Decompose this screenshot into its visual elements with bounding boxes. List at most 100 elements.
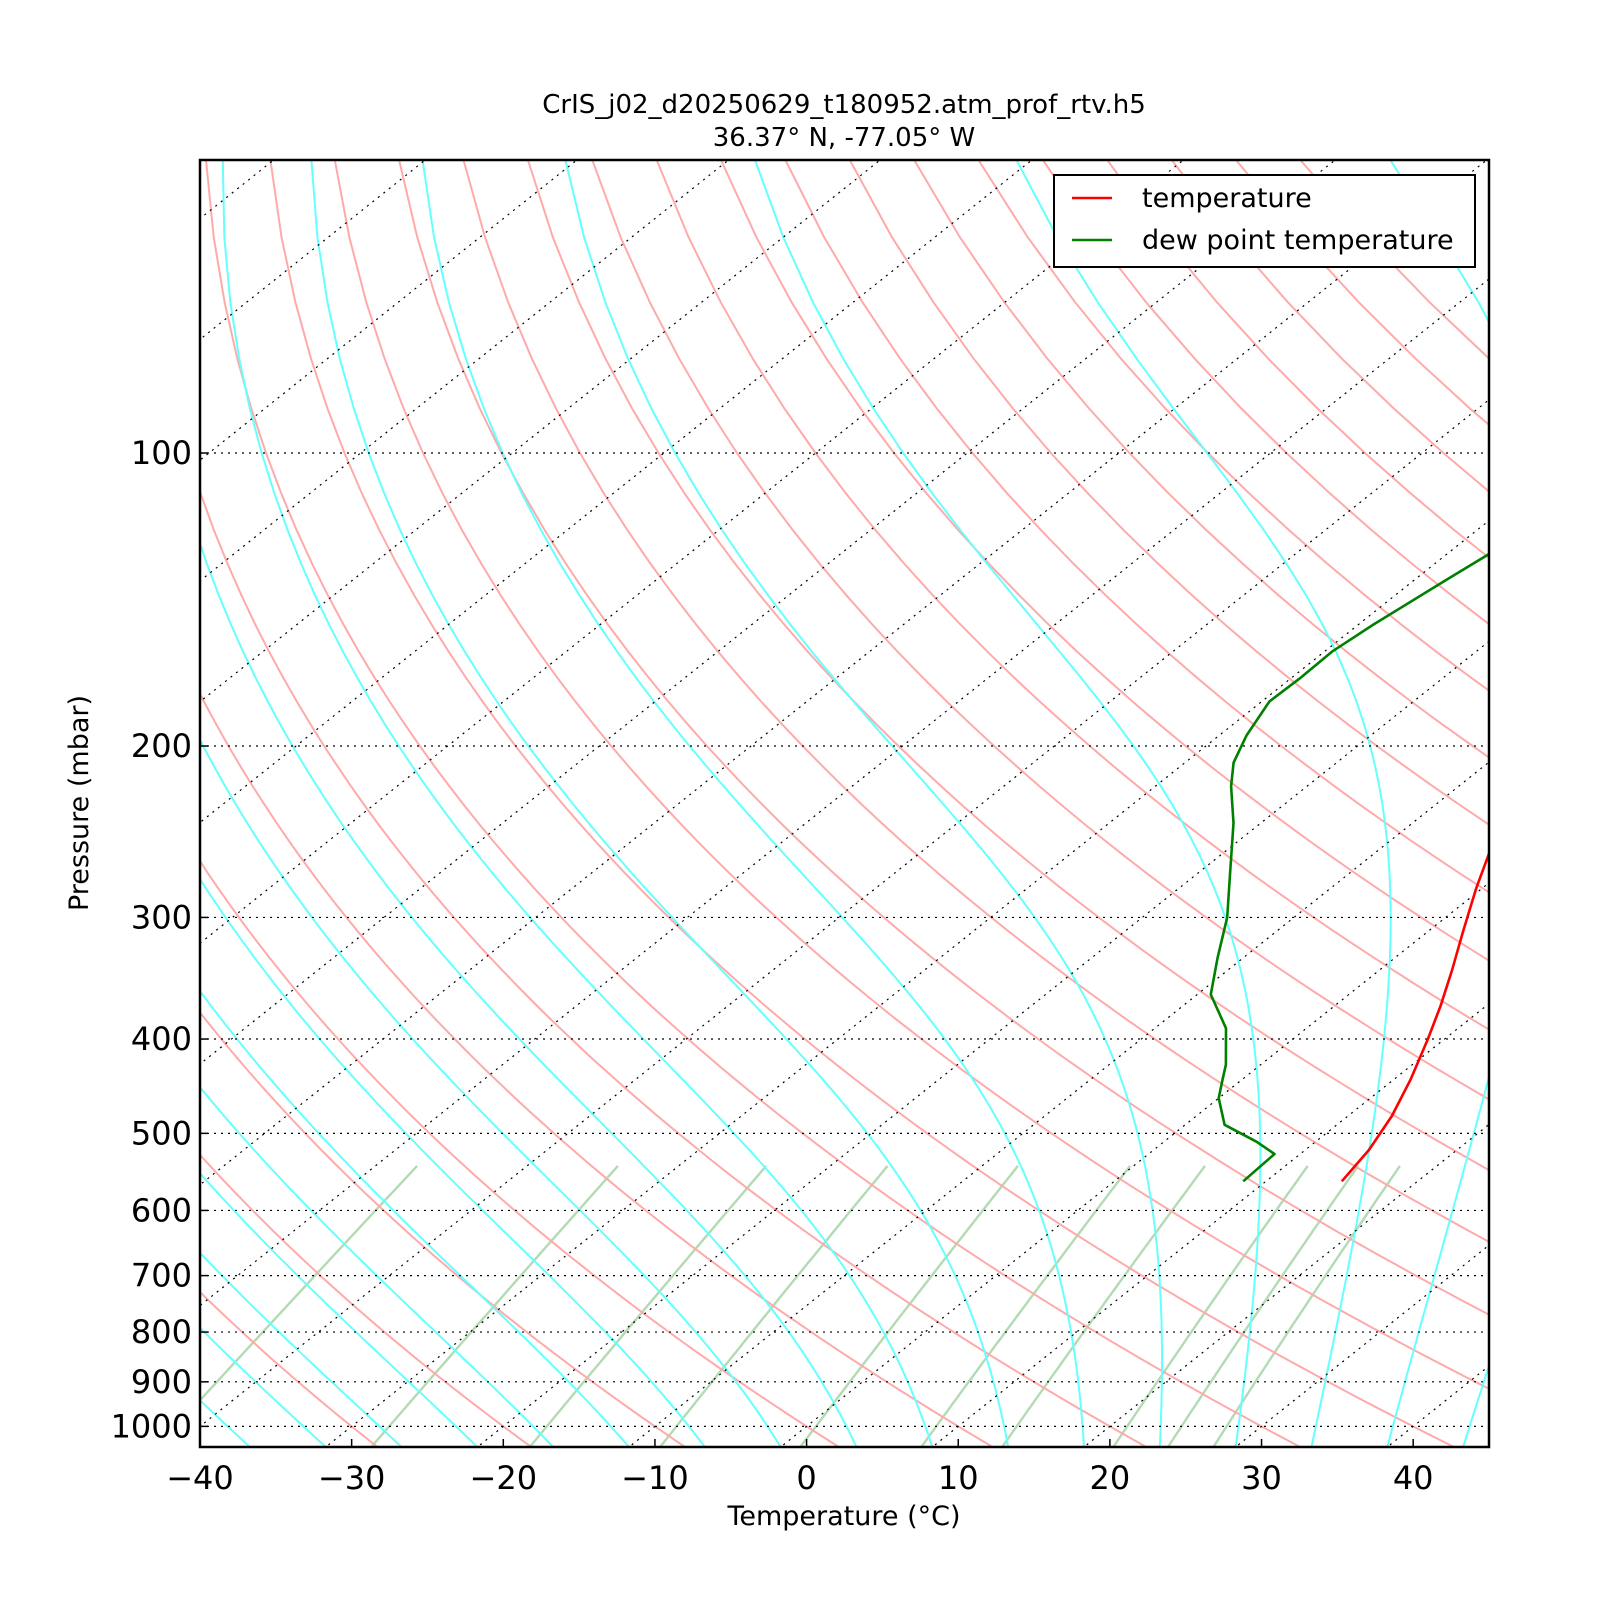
isotherm-line	[200, 160, 1033, 824]
moist-adiabat-line	[200, 1085, 554, 1447]
y-tick-label: 500	[131, 1114, 192, 1152]
chart-subtitle: 36.37° N, -77.05° W	[713, 123, 975, 153]
y-tick-label: 700	[131, 1257, 192, 1295]
isotherm-line	[200, 160, 1337, 1065]
mixing-ratio-line	[528, 1165, 768, 1447]
mixing-ratio-line	[370, 1165, 619, 1447]
y-tick-label: 200	[131, 727, 192, 765]
x-tick-label: 40	[1393, 1459, 1434, 1497]
dry-adiabat-line	[977, 160, 1489, 692]
isotherm-line	[628, 761, 1489, 1447]
dry-adiabat-line	[655, 160, 1489, 1031]
x-tick-label: 30	[1241, 1459, 1282, 1497]
mixing-ratio-line	[1001, 1165, 1206, 1447]
dew-point-line	[1209, 552, 1489, 1183]
dry-adiabat-line	[1106, 160, 1489, 560]
legend: temperature dew point temperature	[1053, 174, 1476, 268]
dry-adiabat-line	[1170, 160, 1489, 493]
dry-adiabat-line	[200, 691, 994, 1447]
dry-adiabat-line	[200, 488, 1147, 1447]
isotherm-line	[200, 160, 578, 461]
dry-adiabat-line	[1235, 160, 1489, 427]
isotherm-line	[200, 278, 1489, 1307]
y-axis: 100 200 300 400 500 600 700 800 900 1000	[111, 434, 208, 1445]
mixing-ratio-line	[659, 1165, 889, 1447]
mixing-ratio-line	[1112, 1165, 1309, 1447]
isotherm-line	[200, 160, 882, 703]
moist-adiabat-line	[221, 160, 934, 1447]
background-lines	[200, 160, 1489, 1447]
plot-frame	[198, 158, 1491, 1449]
moist-adiabat-line	[200, 1398, 251, 1447]
dry-adiabat-line	[720, 160, 1489, 962]
dry-adiabat-line	[1042, 160, 1489, 626]
legend-label-temperature: temperature	[1142, 183, 1312, 214]
y-tick-label: 800	[131, 1313, 192, 1351]
moist-adiabat-line	[421, 160, 1085, 1447]
moist-adiabat-line	[200, 1251, 403, 1447]
mixing-ratio-line	[1212, 1165, 1401, 1447]
isotherm-line	[200, 160, 1488, 1186]
x-tick-label: 10	[938, 1459, 979, 1497]
y-tick-label: 300	[131, 898, 192, 936]
y-tick-label: 1000	[111, 1407, 192, 1445]
legend-label-dew-point: dew point temperature	[1142, 225, 1454, 256]
y-tick-label: 900	[131, 1363, 192, 1401]
isotherm-line	[779, 882, 1489, 1447]
isotherm-line	[476, 640, 1489, 1447]
x-axis-title: Temperature (°C)	[726, 1501, 960, 1532]
dry-adiabat-line	[200, 859, 840, 1447]
chart-title: CrIS_j02_d20250629_t180952.atm_prof_rtv.…	[542, 90, 1146, 120]
moist-adiabat-line	[200, 540, 858, 1447]
isotherm-line	[0, 115, 26, 1466]
y-tick-label: 400	[131, 1020, 192, 1058]
dry-adiabat-line	[462, 160, 1489, 1243]
temperature-line	[1340, 849, 1489, 1183]
moist-adiabat-line	[200, 877, 706, 1447]
isotherm-line	[200, 398, 1489, 1428]
mixing-ratio-line	[920, 1165, 1132, 1447]
moist-adiabat-line	[200, 1326, 327, 1447]
x-tick-label: −10	[621, 1459, 689, 1497]
isotherm-line	[931, 1002, 1489, 1447]
isotherm-line	[1234, 1244, 1489, 1447]
isotherm-line	[200, 160, 1185, 945]
x-tick-label: −20	[470, 1459, 538, 1497]
dry-adiabat-line	[398, 160, 1489, 1316]
dry-adiabat-line	[269, 160, 1455, 1447]
x-axis: −40 −30 −20 −10 0 10 20 30 40	[166, 1439, 1434, 1497]
isotherm-line	[1083, 1123, 1489, 1447]
x-tick-label: −30	[318, 1459, 386, 1497]
y-axis-title: Pressure (mbar)	[64, 695, 95, 911]
legend-box	[1053, 174, 1476, 268]
isotherm-line	[1514, 115, 1600, 1466]
dry-adiabat-line	[200, 1010, 686, 1447]
dry-adiabat-line	[333, 160, 1489, 1390]
moist-adiabat-line	[1462, 1362, 1489, 1447]
x-tick-label: 20	[1090, 1459, 1131, 1497]
x-tick-label: 0	[796, 1459, 816, 1497]
mixing-ratio-line	[799, 1165, 1019, 1447]
y-tick-label: 100	[131, 434, 192, 472]
dry-adiabat-line	[200, 1153, 532, 1447]
moist-adiabat-line	[754, 160, 1262, 1447]
dry-adiabat-line	[200, 1290, 379, 1447]
mixing-ratio-line	[1166, 1165, 1360, 1447]
profile-series	[1209, 552, 1489, 1183]
moist-adiabat-line	[1386, 160, 1489, 1447]
y-tick-label: 600	[131, 1191, 192, 1229]
dry-adiabat-line	[591, 160, 1489, 1101]
moist-adiabat-line	[200, 737, 782, 1447]
dry-adiabat-line	[848, 160, 1489, 826]
isotherm-line	[1386, 1365, 1489, 1447]
x-tick-label: −40	[166, 1459, 234, 1497]
moist-adiabat-line	[200, 989, 630, 1447]
dry-adiabat-line	[1299, 160, 1489, 360]
dry-adiabat-line	[205, 160, 1301, 1447]
dry-adiabat-line	[526, 160, 1489, 1172]
pressure-grid	[0, 115, 1600, 1466]
dry-adiabat-line	[784, 160, 1489, 894]
isotherm-line	[200, 160, 730, 582]
moist-adiabat-line	[564, 160, 1163, 1447]
